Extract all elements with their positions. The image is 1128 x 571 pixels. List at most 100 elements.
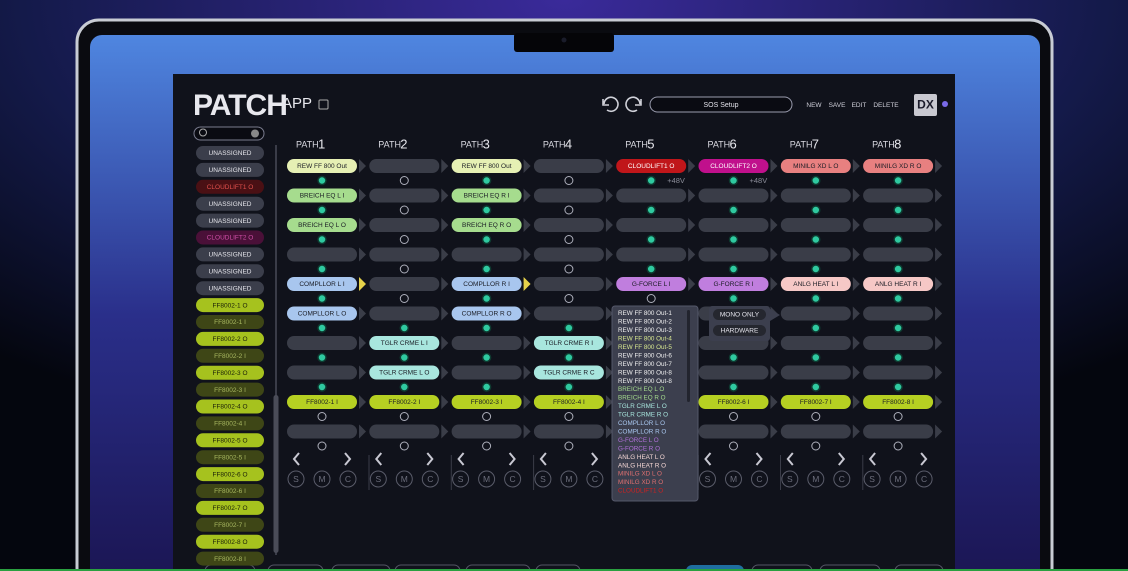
slot-empty[interactable]: [863, 306, 934, 321]
link-dot[interactable]: [481, 293, 492, 304]
dropdown-item[interactable]: REW FF 800 Out-6: [618, 352, 672, 359]
link-dot[interactable]: [893, 234, 903, 245]
link-dot[interactable]: [399, 412, 409, 421]
slot-empty[interactable]: [780, 424, 851, 439]
dropdown-item[interactable]: TGLR CRME L O: [618, 403, 667, 410]
link-dot[interactable]: [564, 441, 574, 451]
context-menu-item[interactable]: [713, 309, 766, 320]
control-button[interactable]: [807, 470, 825, 488]
slot-assigned[interactable]: [369, 365, 440, 380]
slot-empty[interactable]: [533, 188, 604, 203]
slot-assigned[interactable]: [451, 395, 522, 409]
control-button[interactable]: [781, 470, 799, 488]
sidebar-item[interactable]: [196, 433, 264, 448]
prev-arrow[interactable]: [786, 452, 794, 466]
control-button[interactable]: [287, 470, 305, 488]
slot-empty[interactable]: [616, 188, 687, 203]
link-dot[interactable]: [564, 235, 574, 244]
slot-empty[interactable]: [533, 247, 604, 262]
next-arrow[interactable]: [426, 452, 434, 466]
control-button[interactable]: [452, 470, 470, 488]
dropdown-item[interactable]: REW FF 800 Out-7: [618, 361, 672, 368]
scroll-thumb[interactable]: [273, 395, 279, 553]
slot-empty[interactable]: [369, 306, 440, 321]
slot-assigned[interactable]: [451, 277, 522, 291]
control-button[interactable]: [560, 470, 578, 488]
link-dot[interactable]: [811, 264, 821, 274]
next-arrow[interactable]: [344, 452, 352, 466]
slot-empty[interactable]: [863, 218, 934, 232]
slot-empty[interactable]: [533, 424, 604, 439]
link-dot[interactable]: [481, 323, 492, 333]
slot-assigned[interactable]: [451, 218, 522, 232]
sidebar-item[interactable]: [196, 382, 264, 397]
slot-empty[interactable]: [451, 365, 522, 380]
sidebar-item[interactable]: [196, 484, 264, 498]
slot-empty[interactable]: [287, 247, 357, 262]
link-dot[interactable]: [646, 175, 656, 186]
link-dot[interactable]: [729, 412, 738, 421]
link-dot[interactable]: [893, 205, 903, 215]
control-button[interactable]: [478, 470, 496, 488]
prev-arrow[interactable]: [704, 452, 712, 466]
link-dot[interactable]: [399, 294, 409, 303]
link-dot[interactable]: [399, 264, 409, 274]
slot-empty[interactable]: [369, 159, 440, 173]
prev-arrow[interactable]: [539, 452, 547, 466]
slot-empty[interactable]: [369, 424, 440, 439]
sidebar-item[interactable]: [196, 399, 264, 414]
header-action[interactable]: NEW: [806, 102, 822, 109]
slot-empty[interactable]: [698, 424, 769, 439]
link-dot[interactable]: [481, 175, 492, 186]
slot-empty[interactable]: [863, 424, 934, 439]
search-box[interactable]: [193, 126, 265, 141]
control-button[interactable]: [889, 470, 907, 488]
dropdown-item[interactable]: G-FORCE L O: [618, 437, 659, 444]
slot-assigned[interactable]: [533, 395, 604, 409]
control-button[interactable]: [395, 470, 413, 488]
footer-button[interactable]: [751, 564, 813, 571]
link-dot[interactable]: [317, 323, 327, 333]
link-dot[interactable]: [481, 205, 492, 215]
control-button[interactable]: [725, 470, 742, 488]
slot-empty[interactable]: [533, 218, 604, 232]
link-dot[interactable]: [317, 234, 327, 245]
sidebar-item[interactable]: [196, 196, 264, 211]
sidebar-item[interactable]: [196, 517, 264, 532]
header-action[interactable]: SAVE: [829, 102, 847, 109]
dropdown-item[interactable]: MINILG XD R O: [618, 479, 663, 486]
footer-button[interactable]: [267, 564, 324, 571]
link-dot[interactable]: [317, 412, 327, 421]
control-button[interactable]: [915, 470, 933, 488]
link-dot[interactable]: [811, 293, 821, 304]
link-dot[interactable]: [811, 412, 821, 421]
sidebar-item[interactable]: [196, 331, 264, 346]
slot-empty[interactable]: [780, 365, 851, 380]
sidebar-item[interactable]: [196, 416, 264, 431]
slot-empty[interactable]: [616, 247, 687, 262]
slot-assigned[interactable]: [698, 159, 769, 173]
link-dot[interactable]: [564, 352, 574, 363]
control-button[interactable]: [751, 470, 768, 488]
link-dot[interactable]: [811, 234, 821, 245]
slot-empty[interactable]: [533, 306, 604, 321]
slot-empty[interactable]: [863, 365, 934, 380]
slot-empty[interactable]: [698, 218, 769, 232]
menu-icon[interactable]: [318, 99, 329, 110]
link-dot[interactable]: [317, 293, 327, 304]
control-button[interactable]: [369, 470, 387, 488]
link-dot[interactable]: [399, 323, 410, 333]
slot-assigned[interactable]: [533, 365, 604, 380]
slot-empty[interactable]: [533, 159, 604, 173]
slot-empty[interactable]: [369, 277, 440, 291]
slot-empty[interactable]: [369, 188, 440, 203]
footer-button[interactable]: [819, 564, 881, 571]
next-arrow[interactable]: [508, 452, 516, 466]
slot-empty[interactable]: [780, 306, 851, 321]
dropdown-item[interactable]: REW FF 800 Out-2: [618, 319, 672, 326]
link-dot[interactable]: [811, 352, 821, 363]
link-dot[interactable]: [317, 175, 327, 186]
footer-button[interactable]: [394, 564, 461, 571]
footer-button[interactable]: [331, 564, 391, 571]
link-dot[interactable]: [893, 412, 903, 421]
